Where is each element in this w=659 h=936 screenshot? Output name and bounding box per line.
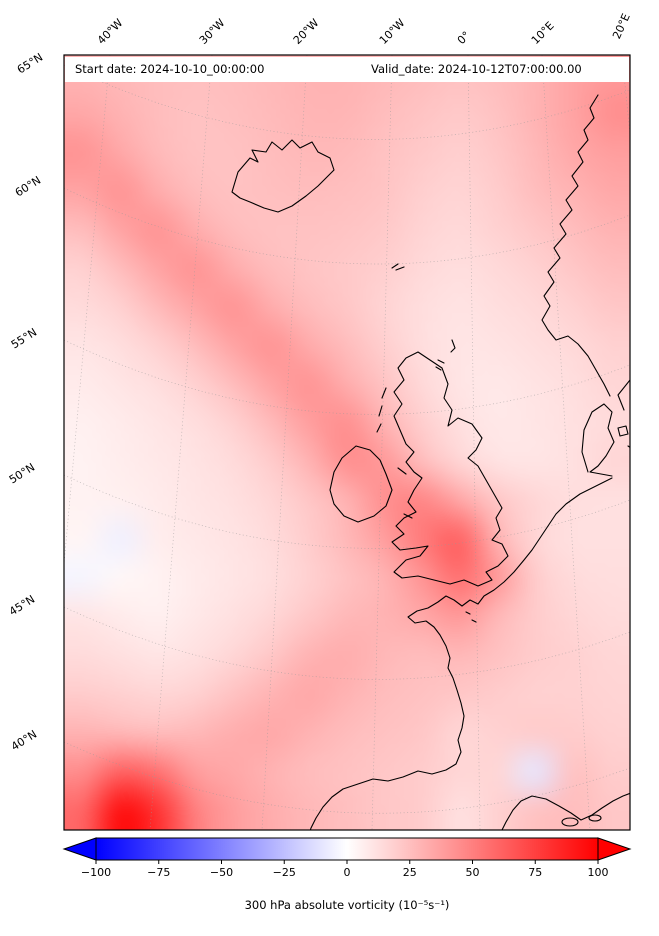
colorbar-tick-label: 100 xyxy=(587,866,609,879)
colorbar-gradient xyxy=(95,837,599,861)
colorbar-tick-label: −75 xyxy=(147,866,171,879)
colorbar-tick-label: 50 xyxy=(465,866,480,879)
colorbar xyxy=(62,837,632,864)
start-date-label: Start date: 2024-10-10_00:00:00 xyxy=(75,62,265,76)
graticule-gridlines xyxy=(64,55,630,830)
colorbar-label: 300 hPa absolute vorticity (10⁻⁵s⁻¹) xyxy=(244,898,450,912)
coastline-great-britain xyxy=(391,351,509,587)
vorticity-heatmap xyxy=(64,55,630,830)
coastline-continental-europe xyxy=(309,477,613,830)
coastline-ireland xyxy=(329,445,393,523)
colorbar-tick-label: −100 xyxy=(80,866,112,879)
coastline-sweden xyxy=(617,379,630,411)
colorbar-tick-label: 25 xyxy=(402,866,417,879)
coastline-iceland xyxy=(231,139,335,213)
colorbar-extend-right-arrow xyxy=(597,837,632,861)
valid-date-label: Valid_date: 2024-10-12T07:00:00.00 xyxy=(371,62,582,76)
colorbar-tick-label: 75 xyxy=(528,866,543,879)
colorbar-extend-left-arrow xyxy=(62,837,97,861)
colorbar-tick-marks xyxy=(95,860,599,864)
map-frame xyxy=(63,54,631,831)
colorbar-tick-label: 0 xyxy=(343,866,351,879)
coastline-denmark xyxy=(581,403,615,477)
title-strip: Start date: 2024-10-10_00:00:00 Valid_da… xyxy=(65,57,629,82)
coastline-norway xyxy=(541,94,611,397)
coastlines xyxy=(231,94,630,830)
colorbar-tick-label: −25 xyxy=(272,866,296,879)
small-islands xyxy=(376,263,630,827)
coastline-mediterranean xyxy=(501,792,630,830)
colorbar-tick-label: −50 xyxy=(209,866,234,879)
